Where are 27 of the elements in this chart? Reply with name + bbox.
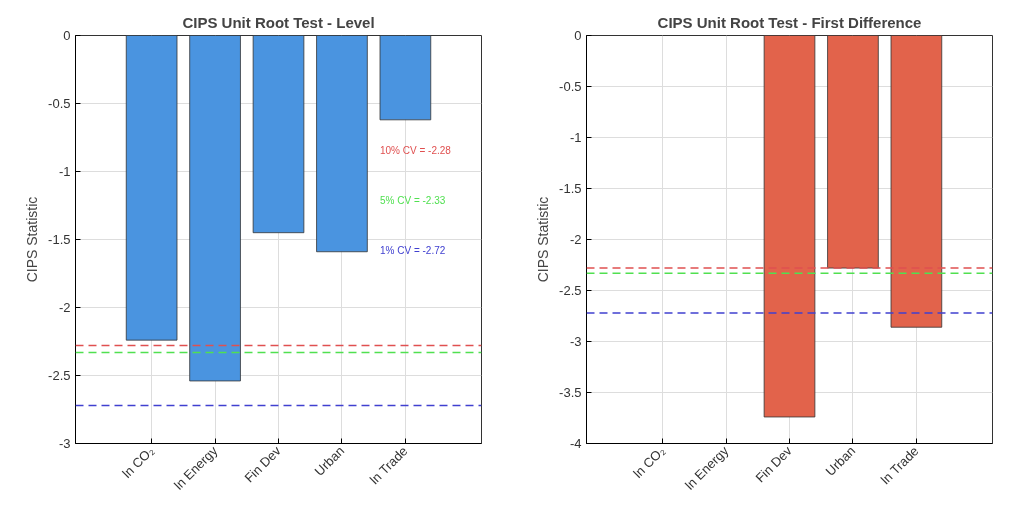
x-tick-label: Fin Dev <box>752 442 796 486</box>
y-tick-label: 0 <box>63 28 71 43</box>
y-tick-label: -1.5 <box>48 232 71 247</box>
x-tick-label: ln CO₂ <box>119 443 157 481</box>
x-tick-label: ln CO₂ <box>630 443 668 481</box>
y-tick-label: -0.5 <box>559 79 582 94</box>
x-tick-label: Fin Dev <box>241 442 285 486</box>
y-tick-label: -1 <box>58 164 71 179</box>
ref-line-label: 1% CV = -2.72 <box>380 244 446 256</box>
y-axis-title: CIPS Statistic <box>24 196 41 283</box>
y-tick-label: -3.5 <box>559 385 582 400</box>
y-tick-label: -3 <box>569 334 582 349</box>
chart-title: CIPS Unit Root Test - First Difference <box>657 13 922 31</box>
y-tick-label: -4 <box>569 436 582 451</box>
y-tick-label: -1 <box>569 130 582 145</box>
y-tick-label: -3 <box>58 436 71 451</box>
ref-line-label: 5% CV = -2.33 <box>380 194 446 206</box>
chart-title: CIPS Unit Root Test - Level <box>182 13 375 31</box>
y-tick-label: -2.5 <box>559 283 582 298</box>
ref-line-label: 10% CV = -2.28 <box>380 144 452 156</box>
y-tick-label: -0.5 <box>48 96 71 111</box>
y-tick-label: -2 <box>569 232 582 247</box>
y-tick-label: -2 <box>58 300 71 315</box>
y-tick-label: 0 <box>574 28 582 43</box>
y-tick-label: -1.5 <box>559 181 582 196</box>
y-tick-label: -2.5 <box>48 368 71 383</box>
y-axis-title: CIPS Statistic <box>535 196 552 283</box>
